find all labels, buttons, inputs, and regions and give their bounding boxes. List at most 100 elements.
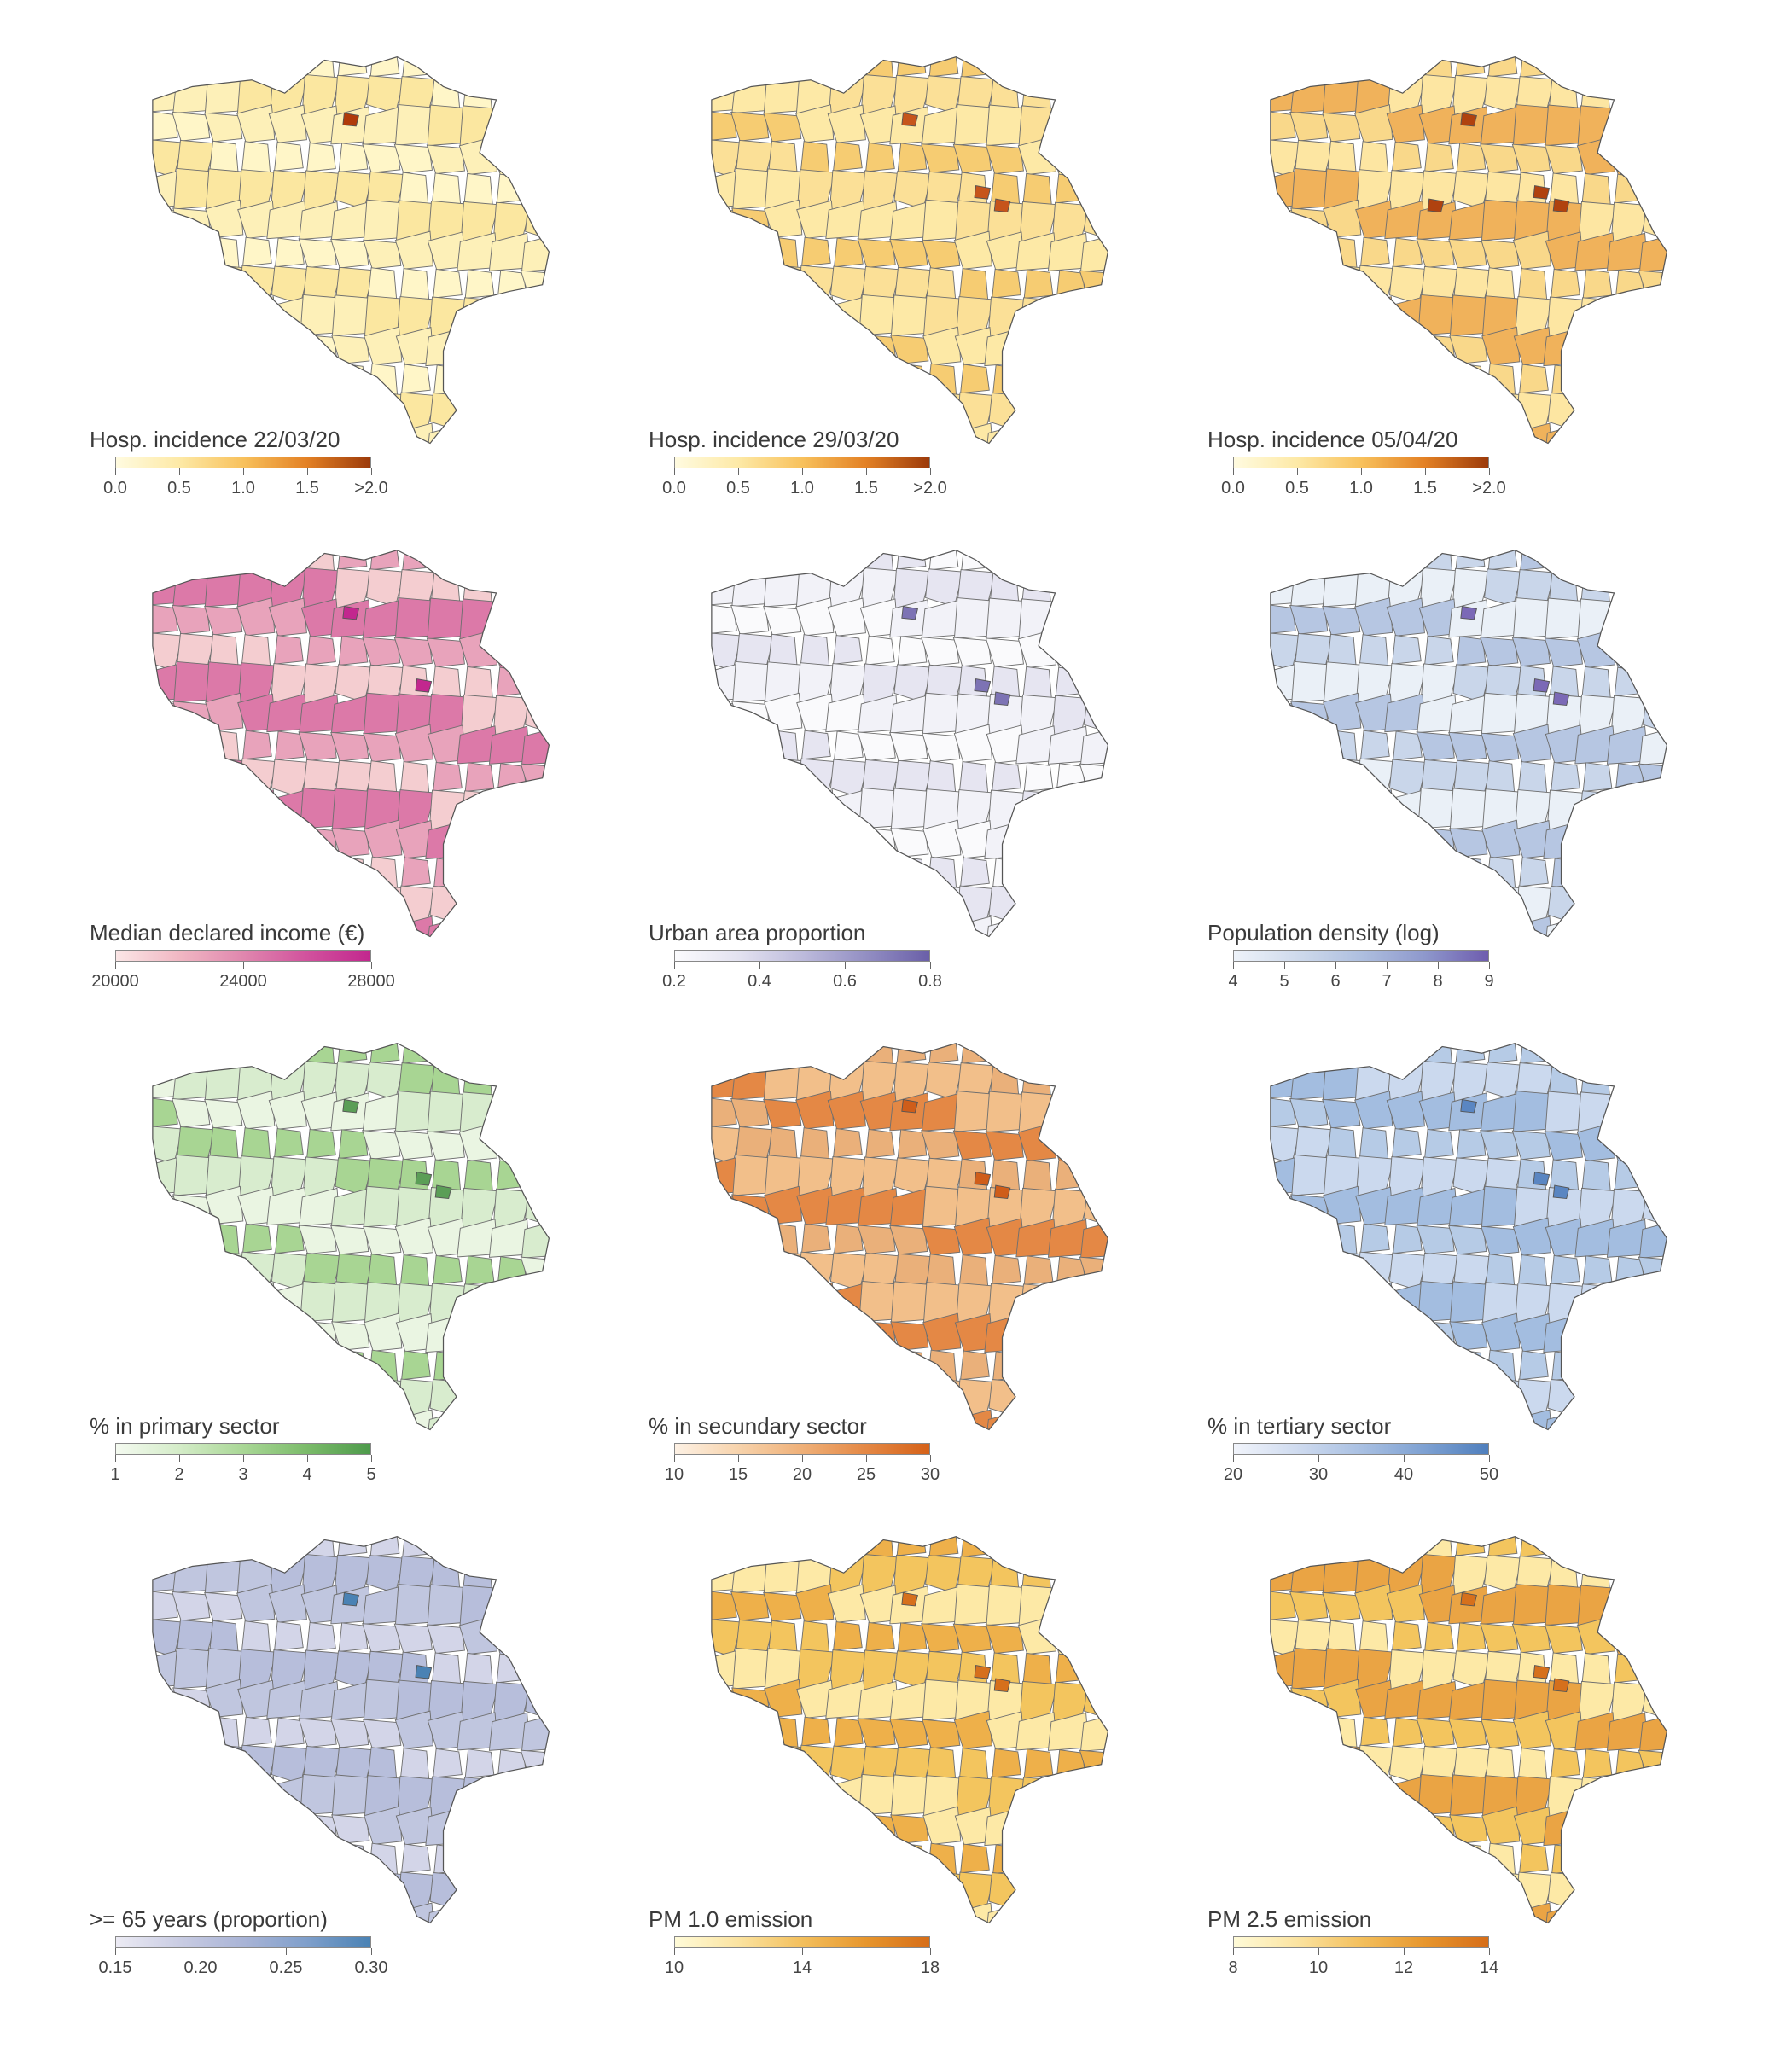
municipality-region	[489, 822, 532, 861]
municipality-region	[394, 1710, 433, 1749]
municipality-region	[765, 1282, 804, 1321]
municipality-region	[733, 264, 772, 306]
municipality-region	[859, 883, 901, 926]
municipality-region	[553, 271, 591, 300]
scale-tick-label: 0.5	[167, 479, 191, 497]
municipality-region	[465, 364, 496, 395]
municipality-region	[559, 300, 588, 337]
municipality-region	[241, 56, 280, 84]
municipality-region	[1644, 394, 1667, 433]
municipality-region	[152, 1376, 181, 1416]
municipality-region	[332, 390, 375, 433]
municipality-region	[1270, 294, 1298, 334]
municipality-region	[172, 1194, 212, 1225]
municipality-region	[1482, 1902, 1521, 1923]
municipality-region	[1328, 1716, 1359, 1755]
municipality-region	[304, 1841, 335, 1881]
municipality-region	[1114, 1410, 1152, 1451]
scale-tick-label: 1.0	[790, 479, 814, 497]
municipality-region	[897, 1622, 928, 1653]
municipality-region	[1292, 1870, 1331, 1910]
municipality-region	[206, 264, 246, 306]
municipality-region	[242, 236, 272, 267]
municipality-region	[560, 1875, 589, 1912]
high-value-region	[1533, 1665, 1551, 1679]
municipality-region	[1120, 79, 1149, 108]
municipality-region	[1487, 363, 1516, 402]
municipality-region	[765, 360, 806, 402]
municipality-region	[1481, 326, 1521, 365]
municipality-region	[1607, 1352, 1646, 1382]
municipality-region	[425, 1043, 464, 1065]
municipality-region	[1448, 1225, 1487, 1255]
municipality-region	[1116, 108, 1154, 145]
municipality-region	[1612, 887, 1651, 926]
municipality-region	[401, 1350, 431, 1381]
municipality-region	[1675, 1587, 1713, 1625]
scale-tick-label: 0.4	[748, 972, 771, 991]
municipality-region	[1670, 1522, 1711, 1560]
municipality-region	[1673, 916, 1711, 957]
municipality-region	[524, 1092, 550, 1135]
country-outline	[711, 1535, 1109, 1924]
municipality-region	[211, 1318, 241, 1349]
municipality-region	[825, 1320, 864, 1350]
municipality-region	[527, 79, 550, 108]
municipality-region	[266, 1320, 305, 1350]
high-value-region	[1460, 1591, 1477, 1607]
municipality-region	[1049, 915, 1091, 937]
municipality-region	[1016, 1536, 1056, 1559]
municipality-region	[1270, 1870, 1299, 1909]
municipality-region	[832, 550, 862, 578]
municipality-region	[794, 1378, 837, 1417]
municipality-region	[299, 1813, 338, 1844]
municipality-region	[833, 1128, 863, 1158]
municipality-region	[1020, 1283, 1059, 1323]
municipality-region	[1672, 1345, 1709, 1382]
municipality-region	[521, 326, 550, 369]
municipality-region	[1456, 143, 1487, 173]
municipality-region	[465, 1351, 496, 1382]
municipality-region	[985, 144, 1024, 175]
municipality-region	[1384, 827, 1423, 857]
municipality-region	[1640, 1536, 1667, 1560]
municipality-region	[1580, 1379, 1619, 1419]
municipality-region	[890, 828, 929, 858]
municipality-region	[987, 296, 1027, 339]
scale-tick-label: 3	[238, 1465, 248, 1484]
municipality-region	[1512, 230, 1551, 270]
municipality-region	[801, 730, 831, 760]
scale-tick	[1404, 1948, 1405, 1955]
municipality-region	[152, 1743, 183, 1785]
municipality-region	[1021, 1872, 1060, 1912]
municipality-region	[1324, 360, 1364, 402]
municipality-region	[795, 597, 835, 637]
municipality-region	[1673, 1410, 1711, 1451]
municipality-region	[858, 1900, 898, 1923]
municipality-region	[711, 263, 742, 305]
municipality-region	[1361, 826, 1391, 856]
municipality-region	[1359, 550, 1398, 577]
municipality-region	[526, 298, 550, 337]
municipality-region	[1551, 858, 1581, 888]
municipality-region	[865, 1621, 895, 1652]
municipality-region	[1671, 1258, 1708, 1287]
municipality-region	[553, 138, 594, 176]
municipality-region	[1119, 1382, 1148, 1419]
map-panel: Median declared income (€) 20000 24000 2800…	[81, 540, 627, 1018]
municipality-region	[561, 573, 590, 602]
municipality-region	[896, 1536, 927, 1556]
municipality-region	[236, 1091, 276, 1130]
municipality-region	[1551, 1254, 1580, 1285]
municipality-region	[1079, 859, 1108, 889]
municipality-region	[1671, 631, 1712, 669]
municipality-region	[1673, 1903, 1711, 1944]
municipality-region	[1646, 667, 1667, 698]
municipality-region	[268, 1376, 310, 1418]
municipality-region	[1052, 1284, 1091, 1324]
municipality-region	[857, 731, 896, 762]
municipality-region	[363, 1225, 402, 1256]
color-scale-bar	[115, 950, 371, 962]
municipality-region	[1329, 1318, 1359, 1349]
belgium-choropleth-map	[1270, 1535, 1713, 1924]
